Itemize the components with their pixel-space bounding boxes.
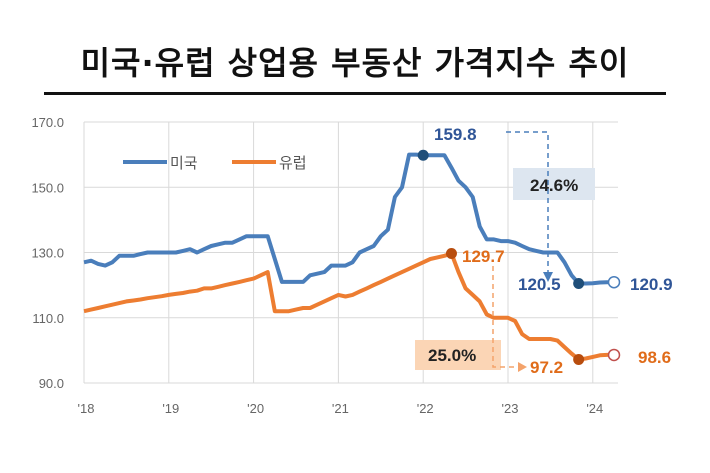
series-lines: [83, 152, 614, 362]
eu-decline-label: 25.0%: [428, 346, 476, 365]
annotations: 159.8 120.5 120.9 24.6% 129.7 97.2 98.6 25.0%: [417, 125, 673, 377]
x-tick-label: '22: [417, 401, 434, 416]
us-decline-arrow: [506, 131, 549, 276]
eu-latest-label: 98.6: [638, 348, 671, 367]
x-tick-label: '19: [162, 401, 179, 416]
us-latest-marker: [607, 275, 621, 289]
series-line-europe: [83, 251, 614, 362]
y-tick-label: 130.0: [31, 246, 64, 261]
us-peak-label: 159.8: [434, 125, 477, 144]
x-tick-label: '18: [78, 401, 95, 416]
y-tick-label: 90.0: [39, 376, 64, 391]
x-axis: '18 '19 '20 '21 '22 '23 '24: [78, 401, 604, 416]
us-latest-label: 120.9: [630, 275, 673, 294]
title-underline: [44, 92, 666, 95]
us-peak-marker: [417, 149, 429, 161]
eu-arrowhead: [518, 362, 527, 372]
decline-boxes: [415, 168, 595, 370]
x-tick-label: '23: [502, 401, 519, 416]
x-tick-label: '21: [332, 401, 349, 416]
us-arrowhead: [543, 272, 553, 282]
y-tick-label: 170.0: [31, 115, 64, 130]
us-decline-box: [513, 168, 595, 200]
legend: 미국 유럽: [123, 154, 307, 172]
eu-latest-marker: [607, 348, 621, 362]
legend-label-us: 미국: [170, 154, 198, 172]
eu-peak-label: 129.7: [462, 247, 505, 266]
series-line-us: [83, 152, 614, 286]
us-trough-label: 120.5: [518, 275, 561, 294]
y-tick-label: 110.0: [32, 311, 64, 326]
us-trough-marker: [573, 277, 585, 289]
eu-decline-box: [415, 340, 501, 370]
chart-title: 미국·유럽 상업용 부동산 가격지수 추이: [80, 44, 630, 82]
eu-peak-marker: [445, 247, 457, 259]
eu-trough-marker: [573, 354, 585, 366]
x-tick-label: '20: [247, 401, 264, 416]
y-axis: 170.0 150.0 130.0 110.0 90.0: [31, 115, 64, 391]
eu-trough-label: 97.2: [530, 358, 563, 377]
x-tick-label: '24: [586, 401, 603, 416]
y-tick-label: 150.0: [31, 180, 64, 195]
eu-decline-arrow: [492, 266, 520, 368]
legend-label-europe: 유럽: [279, 154, 307, 172]
us-decline-label: 24.6%: [530, 176, 578, 195]
